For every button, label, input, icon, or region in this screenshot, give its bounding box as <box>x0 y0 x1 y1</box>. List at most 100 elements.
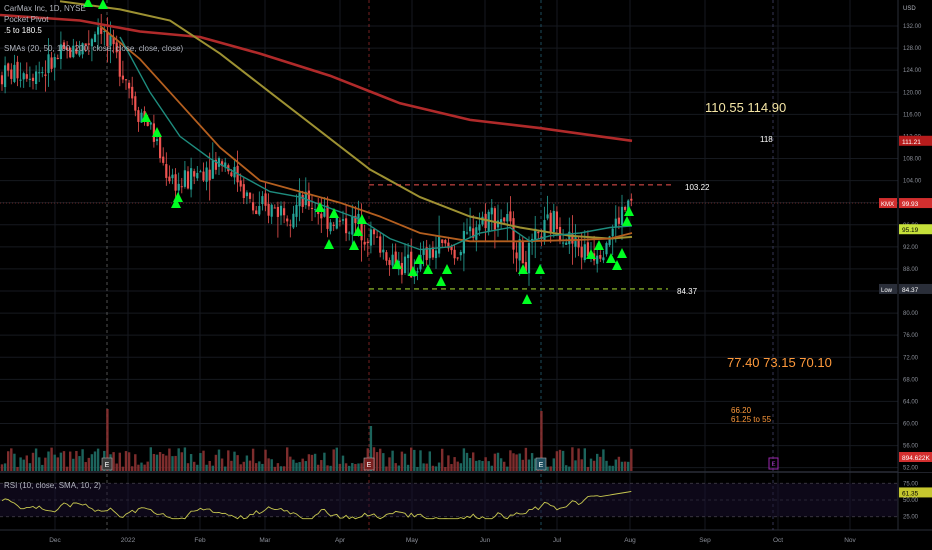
volume-bar <box>499 458 503 471</box>
volume-bar <box>301 458 304 471</box>
volume-bar <box>397 465 400 471</box>
up-candle <box>245 190 248 205</box>
volume-bar <box>493 453 497 471</box>
volume-bar <box>428 451 431 471</box>
up-candle <box>475 220 478 252</box>
volume-bar <box>3 463 7 471</box>
pocket-pivot-signals <box>83 0 634 304</box>
volume-bar <box>87 457 90 471</box>
volume-bar <box>589 458 593 471</box>
volume-bar <box>152 453 156 471</box>
volume-bar <box>137 464 140 471</box>
price-tick-label: 92.00 <box>903 245 919 251</box>
volume-tag: 894.622K <box>902 455 930 462</box>
earnings-marker-letter: E <box>367 462 372 469</box>
up-candle <box>620 194 624 240</box>
low-price-tag-bg <box>899 283 932 294</box>
rsi-legend[interactable]: RSI (10, close, SMA, 10, 2) <box>4 481 101 490</box>
volume-bar <box>211 465 214 471</box>
volume-bar <box>490 465 493 471</box>
volume-bar <box>410 447 413 471</box>
volume-bar <box>78 456 81 471</box>
low-tag-bg <box>879 283 897 294</box>
down-candle <box>31 73 35 90</box>
target-66: 66.20 <box>731 406 752 415</box>
price-tick-label: 124.00 <box>903 68 922 74</box>
volume-bar <box>478 460 481 471</box>
down-candle <box>121 60 124 84</box>
down-candle <box>441 239 444 248</box>
down-candle <box>332 221 335 231</box>
down-candle <box>208 152 211 201</box>
volume-bar <box>127 452 131 471</box>
up-candle <box>391 243 394 269</box>
volume-bar <box>214 454 218 471</box>
symbol-legend[interactable]: CarMax Inc, 1D, NYSE <box>4 4 86 13</box>
down-candle <box>310 195 314 221</box>
support-label: 84.37 <box>677 287 698 296</box>
pocket-pivot-triangle <box>392 259 402 269</box>
up-candle <box>19 62 22 88</box>
volume-bar <box>360 463 363 471</box>
volume-bar <box>444 466 447 471</box>
down-candle <box>586 230 589 259</box>
down-candle <box>66 41 69 59</box>
volume-bar <box>475 460 478 471</box>
up-candle <box>171 168 174 185</box>
sma-legend[interactable]: SMAs (20, 50, 100, 200, close, close, cl… <box>4 44 184 53</box>
up-candle <box>47 38 50 87</box>
rsi-pane <box>0 482 898 520</box>
currency-label: USD <box>903 6 916 12</box>
up-candle <box>605 241 608 257</box>
volume-bar <box>158 452 162 471</box>
last-price-tag-bg <box>899 198 932 209</box>
volume-bar <box>38 457 41 471</box>
down-candle <box>44 60 47 92</box>
volume-bar <box>112 452 115 471</box>
volume-bar <box>10 448 13 471</box>
volume-bar <box>41 464 44 471</box>
volume-bar <box>441 448 444 471</box>
price-tick-label: 64.00 <box>903 399 919 405</box>
pocket-pivot-triangle <box>622 216 632 226</box>
down-candle <box>630 193 633 207</box>
symbol-title: CarMax Inc, 1D, NYSE <box>4 4 86 13</box>
sma-100-line <box>59 0 633 240</box>
pocket-pivot-triangle <box>324 239 334 249</box>
down-candle <box>255 205 258 215</box>
pocket-pivot-triangle <box>329 208 339 218</box>
time-tick-label: Mar <box>259 537 271 544</box>
up-candle <box>462 222 465 272</box>
volume-bar <box>245 455 249 471</box>
time-tick-label: Feb <box>194 537 206 544</box>
ticker-tag: KMX <box>881 202 894 208</box>
up-candle <box>258 191 261 217</box>
down-candle <box>50 51 53 73</box>
volume-bar <box>286 447 289 471</box>
volume-bar <box>220 458 224 471</box>
down-candle <box>338 217 341 227</box>
down-candle <box>376 229 379 238</box>
down-candle <box>484 203 487 243</box>
down-candle <box>599 250 602 263</box>
volume-bar <box>233 451 236 471</box>
indicator-legend[interactable]: Pocket Pivot <box>4 15 48 24</box>
down-candle <box>264 181 267 212</box>
volume-bar <box>540 411 543 471</box>
volume-bar <box>313 453 317 471</box>
volume-bar <box>627 461 630 471</box>
down-candle <box>25 62 28 82</box>
up-candle <box>149 122 152 130</box>
price-tick-label: 52.00 <box>903 466 919 472</box>
up-candle <box>416 267 419 281</box>
downside-targets: 77.40 73.15 70.10 <box>727 355 832 370</box>
up-candle <box>224 157 227 173</box>
down-candle <box>286 215 289 227</box>
volume-bar <box>165 455 168 471</box>
volume-bar <box>84 462 87 471</box>
volume-bar <box>630 448 633 471</box>
volume-bar <box>279 466 283 471</box>
time-tick-label: Dec <box>49 537 61 544</box>
up-candle <box>270 203 273 224</box>
